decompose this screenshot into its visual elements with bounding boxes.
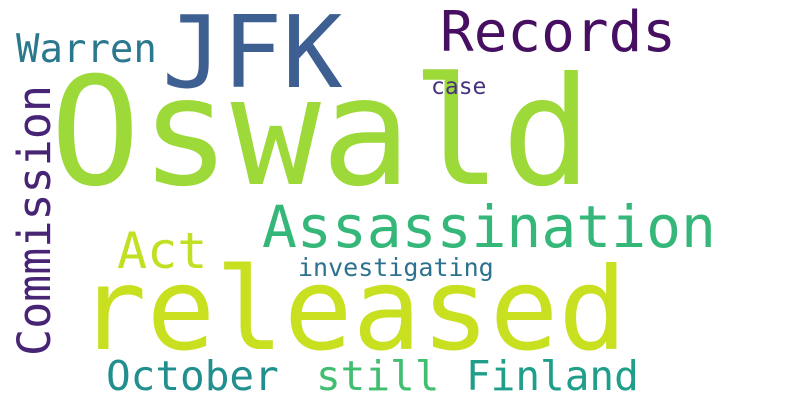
- word-commission: Commission: [8, 85, 61, 356]
- word-warren: Warren: [16, 27, 157, 72]
- word-act: Act: [117, 222, 208, 280]
- word-investigating: investigating: [298, 253, 494, 282]
- word-records: Records: [440, 0, 677, 65]
- word-finland: Finland: [466, 352, 639, 400]
- word-jfk: JFK: [162, 0, 343, 111]
- word-case: case: [431, 74, 487, 100]
- word-october: October: [106, 352, 279, 400]
- word-released: released: [78, 243, 628, 376]
- word-assassination: Assassination: [262, 193, 716, 261]
- word-oswald: Oswald: [50, 46, 592, 220]
- word-still: still: [316, 352, 440, 400]
